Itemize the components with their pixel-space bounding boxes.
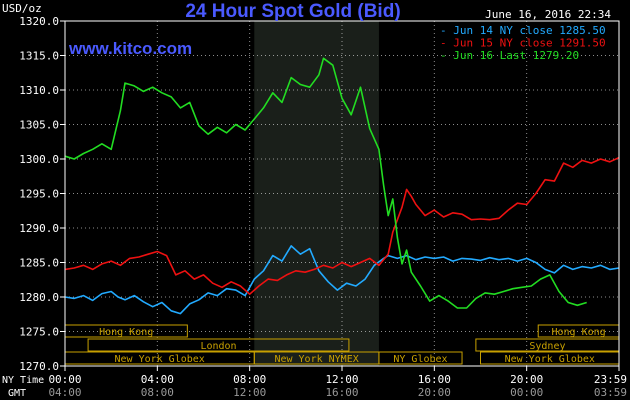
x-tick-label-ny: 08:00 xyxy=(233,373,266,386)
session-label: New York Globex xyxy=(505,354,595,365)
session-box xyxy=(378,351,463,365)
x-tick-label-gmt: 12:00 xyxy=(233,386,266,399)
x-tick-label-gmt: 16:00 xyxy=(325,386,358,399)
x-tick-label-ny: 23:59 xyxy=(594,373,627,386)
x-tick-label-gmt: 00:00 xyxy=(510,386,543,399)
y-axis-label: USD/oz xyxy=(2,2,42,15)
session-box xyxy=(87,338,350,352)
y-tick-label: 1290.0 xyxy=(19,222,59,235)
session-label: Hong Kong xyxy=(552,327,606,338)
y-tick-label: 1315.0 xyxy=(19,50,59,63)
chart-title: 24 Hour Spot Gold (Bid) xyxy=(185,1,400,22)
y-axis-ticks: 1320.0 1315.0 1310.0 1305.0 1300.0 1295.0 1290… xyxy=(19,15,65,373)
shaded-period-layer xyxy=(254,21,379,366)
y-tick-label: 1275.0 xyxy=(19,326,59,339)
y-tick-label: 1300.0 xyxy=(19,153,59,166)
series-layer xyxy=(64,57,620,315)
y-tick-label: 1295.0 xyxy=(19,188,59,201)
x-tick-label-ny: 16:00 xyxy=(418,373,451,386)
series-line xyxy=(64,156,620,296)
y-tick-label: 1270.0 xyxy=(19,360,59,373)
session-label: London xyxy=(200,341,236,352)
y-tick-label: 1310.0 xyxy=(19,84,59,97)
legend: - Jun 14 NY close 1285.50- Jun 15 NY clo… xyxy=(440,24,606,62)
grid-layer xyxy=(65,21,619,366)
session-label: Sydney xyxy=(529,341,565,352)
shaded-period xyxy=(254,21,379,366)
legend-entry: - Jun 15 NY close 1291.50 xyxy=(440,37,606,50)
x-tick-label-ny: 04:00 xyxy=(141,373,174,386)
y-tick-label: 1320.0 xyxy=(19,15,59,28)
x-tick-label-gmt: 20:00 xyxy=(418,386,451,399)
session-label: New York Globex xyxy=(114,354,204,365)
y-tick-label: 1305.0 xyxy=(19,119,59,132)
y-tick-label: 1285.0 xyxy=(19,257,59,270)
website-label: www.kitco.com xyxy=(68,39,192,58)
x-tick-label-ny: 12:00 xyxy=(325,373,358,386)
x-tick-label-gmt: 08:00 xyxy=(141,386,174,399)
series-line xyxy=(64,57,587,309)
legend-entry: - Jun 14 NY close 1285.50 xyxy=(440,24,606,37)
ny-time-label: NY Time xyxy=(2,375,44,386)
x-tick-label-ny: 00:00 xyxy=(48,373,81,386)
x-tick-label-ny: 20:00 xyxy=(510,373,543,386)
gmt-label: GMT xyxy=(8,388,26,399)
session-label: New York NYMEX xyxy=(274,354,358,365)
session-label: NY Globex xyxy=(393,354,447,365)
x-tick-label-gmt: 03:59 xyxy=(594,386,627,399)
x-tick-label-gmt: 04:00 xyxy=(48,386,81,399)
session-label: Hong Kong xyxy=(99,327,153,338)
date-stamp: June 16, 2016 22:34 xyxy=(485,8,611,21)
series-line xyxy=(64,245,620,315)
legend-entry: - Jun 16 Last 1279.20 xyxy=(440,49,579,62)
x-axis-ticks: 00:0004:0004:0008:0008:0012:0012:0016:00… xyxy=(48,366,627,399)
y-tick-label: 1280.0 xyxy=(19,291,59,304)
